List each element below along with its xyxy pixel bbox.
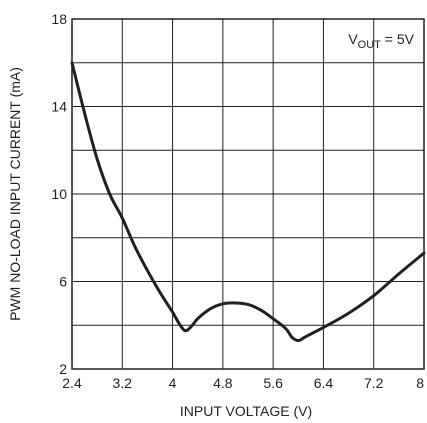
vout-annotation-rest: = 5V	[381, 31, 415, 47]
y-tick-label: 6	[59, 274, 67, 290]
x-tick-label: 7.2	[364, 375, 384, 391]
y-tick-label: 2	[59, 361, 67, 377]
y-tick-label: 10	[51, 186, 67, 202]
x-tick-label: 2.4	[62, 375, 82, 391]
x-tick-label: 5.6	[263, 375, 283, 391]
vout-annotation: VOUT = 5V	[348, 31, 414, 51]
x-tick-labels: 2.4 3.2 4 4.8 5.6 6.4 7.2 8	[62, 375, 424, 391]
y-tick-label: 18	[51, 11, 67, 27]
y-axis-label: PWM NO-LOAD INPUT CURRENT (mA)	[7, 67, 23, 321]
grid-lines	[72, 19, 424, 369]
y-tick-labels: 2 6 10 14 18	[51, 11, 67, 377]
vout-annotation-main: V	[348, 31, 358, 47]
x-tick-label: 3.2	[113, 375, 133, 391]
x-tick-label: 4	[169, 375, 177, 391]
x-axis-label: INPUT VOLTAGE (V)	[180, 403, 312, 419]
series-line-input-current	[70, 61, 426, 343]
x-tick-label: 8	[416, 375, 424, 391]
y-tick-label: 14	[51, 99, 67, 115]
vout-annotation-sub: OUT	[358, 39, 382, 51]
x-tick-label: 4.8	[213, 375, 233, 391]
x-tick-label: 6.4	[314, 375, 334, 391]
plot-frame	[71, 18, 425, 370]
